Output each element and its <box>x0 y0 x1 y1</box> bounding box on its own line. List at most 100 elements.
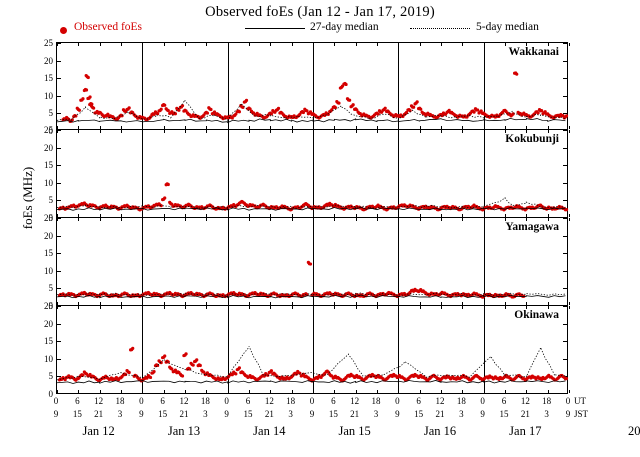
y-tick-label: 10 <box>44 353 53 364</box>
day-separator <box>398 43 400 129</box>
x-tick-mark-top <box>462 218 464 221</box>
y-tick-mark <box>57 182 61 184</box>
x-tick-mark <box>99 214 101 217</box>
y-tick-mark <box>57 288 61 290</box>
x-tick-mark <box>505 390 506 393</box>
y-tick-mark <box>57 376 61 378</box>
day-separator <box>398 306 400 393</box>
x-tick-ut: 6 <box>160 396 165 406</box>
x-tick-mark-top <box>355 130 357 133</box>
y-tick-mark-right <box>563 270 567 272</box>
y-tick-label: 15 <box>44 73 53 84</box>
day-separator <box>142 218 144 305</box>
y-tick-mark-right <box>563 393 567 394</box>
x-tick-mark-top <box>355 306 357 309</box>
x-tick-mark-top <box>249 43 250 46</box>
chart-title: Observed foEs (Jan 12 - Jan 17, 2019) <box>205 4 435 20</box>
x-tick-mark <box>505 214 506 217</box>
x-tick-mark <box>163 302 165 305</box>
y-tick-label: 10 <box>44 90 53 101</box>
y-tick-label: 5 <box>48 108 54 119</box>
x-tick-ut: 6 <box>245 396 251 406</box>
x-tick-jst: 15 <box>414 409 424 419</box>
day-separator <box>483 130 485 217</box>
median-5day-line <box>57 346 566 381</box>
median-27day-line <box>57 206 566 211</box>
x-tick-mark <box>569 390 570 393</box>
x-tick-mark-top <box>419 218 421 221</box>
y-tick-mark <box>57 113 61 115</box>
x-tick-mark <box>57 214 58 217</box>
x-tick-ut: 6 <box>416 396 421 406</box>
x-tick-mark-top <box>78 43 80 46</box>
x-axis-jst-label: JST <box>574 409 589 419</box>
y-tick-mark <box>57 217 61 218</box>
x-tick-mark-top <box>57 218 58 221</box>
panel-plot <box>57 71 569 124</box>
day-separator <box>142 130 144 217</box>
y-tick-mark <box>57 235 61 237</box>
y-tick-mark <box>57 218 61 219</box>
x-tick-mark <box>270 126 272 129</box>
x-tick-ut: 12 <box>94 396 104 406</box>
x-tick-mark-top <box>185 43 186 46</box>
observed-foes-points <box>57 346 569 383</box>
x-tick-mark <box>377 390 378 393</box>
x-date-label: Jan 14 <box>253 424 286 438</box>
day-separator <box>227 43 229 129</box>
x-tick-mark <box>377 214 378 217</box>
y-tick-mark-right <box>563 305 567 306</box>
day-separator <box>227 306 229 393</box>
day-separator <box>142 306 144 393</box>
x-tick-mark-top <box>249 130 250 133</box>
x-tick-mark-top <box>441 218 442 221</box>
y-tick-mark-right <box>563 147 567 149</box>
x-tick-mark-top <box>547 130 549 133</box>
y-tick-mark <box>57 393 61 394</box>
y-tick-mark <box>57 341 61 343</box>
x-tick-jst: 3 <box>544 409 549 419</box>
day-separator <box>483 43 485 129</box>
x-tick-mark-top <box>99 306 101 309</box>
x-tick-mark <box>526 214 528 217</box>
x-tick-jst: 9 <box>53 409 59 419</box>
x-tick-mark-top <box>163 218 165 221</box>
x-tick-jst: 21 <box>94 409 104 419</box>
x-tick-ut: 0 <box>139 396 144 406</box>
x-tick-jst: 21 <box>520 409 530 419</box>
x-tick-mark <box>121 302 122 305</box>
x-tick-jst: 9 <box>309 409 315 419</box>
x-tick-mark <box>206 126 208 129</box>
x-tick-mark-top <box>206 218 208 221</box>
x-tick-mark-top <box>99 218 101 221</box>
x-tick-mark-top <box>441 43 442 46</box>
panel-station-label: Kokubunji <box>503 133 561 145</box>
x-tick-mark-top <box>57 306 58 309</box>
x-tick-mark-top <box>419 43 421 46</box>
x-tick-mark-top <box>505 130 506 133</box>
x-tick-mark <box>569 126 570 129</box>
x-tick-ut: 0 <box>480 396 485 406</box>
x-tick-mark <box>57 126 58 129</box>
x-tick-mark-top <box>163 130 165 133</box>
median-27day-line <box>57 294 566 299</box>
x-tick-mark <box>78 214 80 217</box>
x-date-label: Jan 16 <box>423 424 457 438</box>
x-tick-ut: 12 <box>179 396 189 406</box>
observed-foes-points <box>57 260 526 299</box>
panel-station-label: Yamagawa <box>503 221 561 233</box>
x-tick-mark-top <box>185 130 186 133</box>
y-tick-mark-right <box>563 130 567 131</box>
x-tick-mark-top <box>185 306 186 309</box>
x-tick-jst: 21 <box>179 409 189 419</box>
x-tick-mark <box>249 126 250 129</box>
x-tick-mark <box>441 214 442 217</box>
x-tick-mark <box>78 302 80 305</box>
x-tick-mark-top <box>163 43 165 46</box>
x-tick-mark <box>291 390 293 393</box>
y-tick-mark-right <box>563 341 567 343</box>
x-tick-mark-top <box>419 130 421 133</box>
x-tick-mark-top <box>569 43 570 46</box>
y-tick-label: 0 <box>48 389 54 399</box>
panel-wakkanai: Wakkanai 0 5 10 15 20 25 <box>44 38 570 136</box>
